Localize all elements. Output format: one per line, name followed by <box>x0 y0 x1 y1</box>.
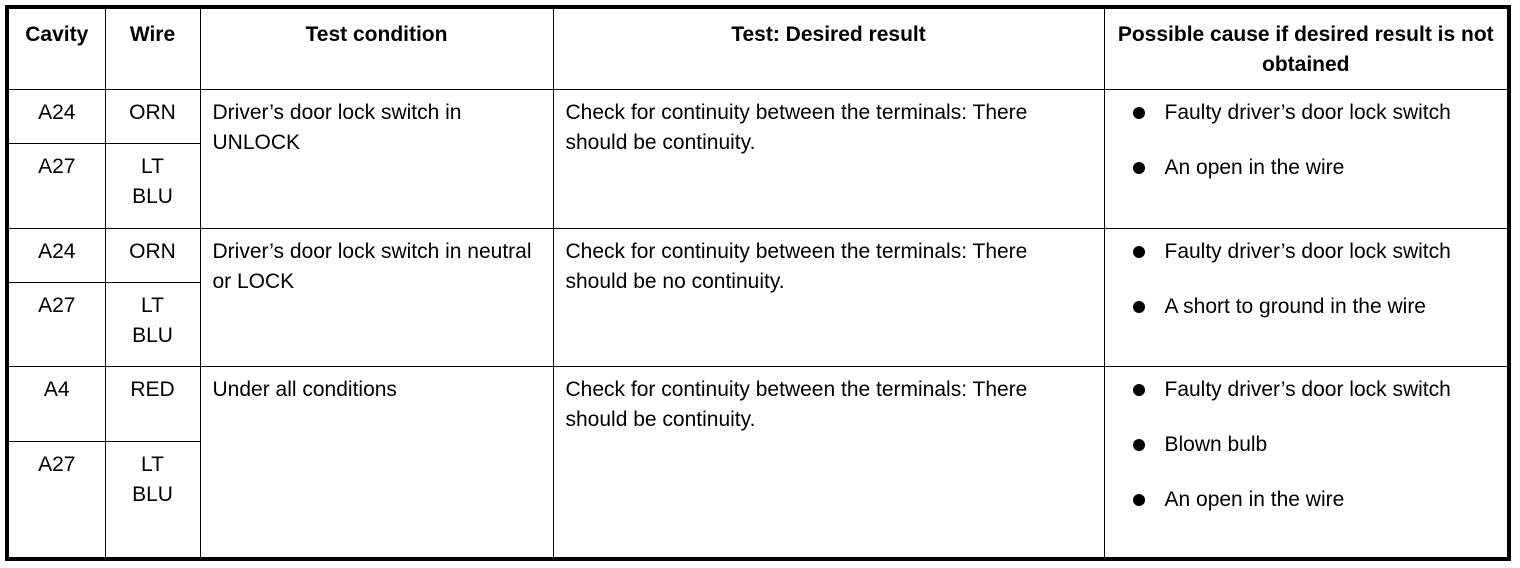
cavity-cell: A24 <box>6 227 106 283</box>
bullet-icon <box>1132 106 1145 119</box>
cause-item: An open in the wire <box>1132 485 1508 515</box>
cause-item: Faulty driver’s door lock switch <box>1132 237 1508 267</box>
table-row: A27 LT BLU <box>6 142 1509 229</box>
cause-item: A short to ground in the wire <box>1132 292 1508 322</box>
cause-cell: Faulty driver’s door lock switch A short… <box>1103 227 1510 367</box>
result-cell: Check for continuity between the termina… <box>552 365 1105 560</box>
cavity-cell: A24 <box>6 88 106 144</box>
test-table: Cavity Wire Test condition Test: Desired… <box>5 5 1511 561</box>
wire-cell: RED <box>104 365 201 442</box>
header-condition: Test condition <box>199 6 554 90</box>
table-row: A27 LT BLU <box>6 440 1509 560</box>
cavity-cell: A27 <box>6 142 106 229</box>
bullet-icon <box>1132 300 1145 313</box>
condition-cell: Driver’s door lock switch in neutral or … <box>199 227 554 367</box>
header-result: Test: Desired result <box>552 6 1105 90</box>
wire-cell: LT BLU <box>104 440 201 560</box>
condition-cell: Under all conditions <box>199 365 554 560</box>
table-row: A4 RED Under all conditions Check for co… <box>6 365 1510 560</box>
bullet-icon <box>1132 161 1145 174</box>
cause-cell: Faulty driver’s door lock switch An open… <box>1103 88 1510 229</box>
wire-cell: LT BLU <box>104 281 201 367</box>
bullet-icon <box>1132 438 1145 451</box>
wire-cell: ORN <box>104 227 201 283</box>
wire-cell: LT BLU <box>104 142 201 229</box>
header-row: Cavity Wire Test condition Test: Desired… <box>6 6 1510 90</box>
cavity-cell: A27 <box>6 281 106 367</box>
cause-item: Faulty driver’s door lock switch <box>1132 98 1508 128</box>
cavity-cell: A4 <box>6 365 106 442</box>
condition-cell: Driver’s door lock switch in UNLOCK <box>199 88 554 229</box>
cause-cell: Faulty driver’s door lock switch Blown b… <box>1103 365 1510 560</box>
cause-item: Blown bulb <box>1132 430 1508 460</box>
bullet-icon <box>1132 493 1145 506</box>
result-cell: Check for continuity between the termina… <box>552 227 1105 367</box>
bullet-icon <box>1132 245 1145 258</box>
header-cavity: Cavity <box>6 6 106 90</box>
result-cell: Check for continuity between the termina… <box>552 88 1105 229</box>
bullet-icon <box>1132 383 1145 396</box>
header-cause: Possible cause if desired result is not … <box>1103 6 1510 90</box>
header-wire: Wire <box>104 6 201 90</box>
cause-item: Faulty driver’s door lock switch <box>1132 375 1508 405</box>
table-row: A24 ORN Driver’s door lock switch in neu… <box>6 227 1510 367</box>
cavity-cell: A27 <box>6 440 106 560</box>
table-row: A24 ORN Driver’s door lock switch in UNL… <box>6 88 1510 229</box>
cause-item: An open in the wire <box>1132 153 1508 183</box>
wire-cell: ORN <box>104 88 201 144</box>
table-row: A27 LT BLU <box>6 281 1509 367</box>
